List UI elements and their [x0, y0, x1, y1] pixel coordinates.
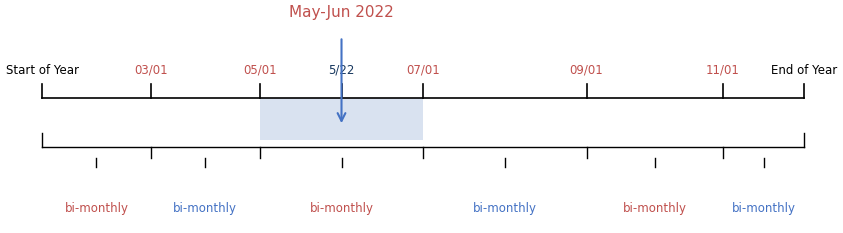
Text: 11/01: 11/01: [706, 64, 739, 77]
Text: bi-monthly: bi-monthly: [309, 202, 373, 215]
Text: 03/01: 03/01: [134, 64, 168, 77]
Text: bi-monthly: bi-monthly: [623, 202, 686, 215]
Text: 05/01: 05/01: [243, 64, 277, 77]
Text: bi-monthly: bi-monthly: [64, 202, 128, 215]
Text: bi-monthly: bi-monthly: [732, 202, 796, 215]
Text: 5/22: 5/22: [328, 64, 355, 77]
Text: 09/01: 09/01: [570, 64, 604, 77]
Text: End of Year: End of Year: [771, 64, 837, 77]
Bar: [260, 99, 423, 140]
Text: 07/01: 07/01: [406, 64, 440, 77]
Text: May-Jun 2022: May-Jun 2022: [289, 5, 394, 21]
Text: bi-monthly: bi-monthly: [473, 202, 537, 215]
Text: bi-monthly: bi-monthly: [174, 202, 238, 215]
Text: Start of Year: Start of Year: [6, 64, 78, 77]
